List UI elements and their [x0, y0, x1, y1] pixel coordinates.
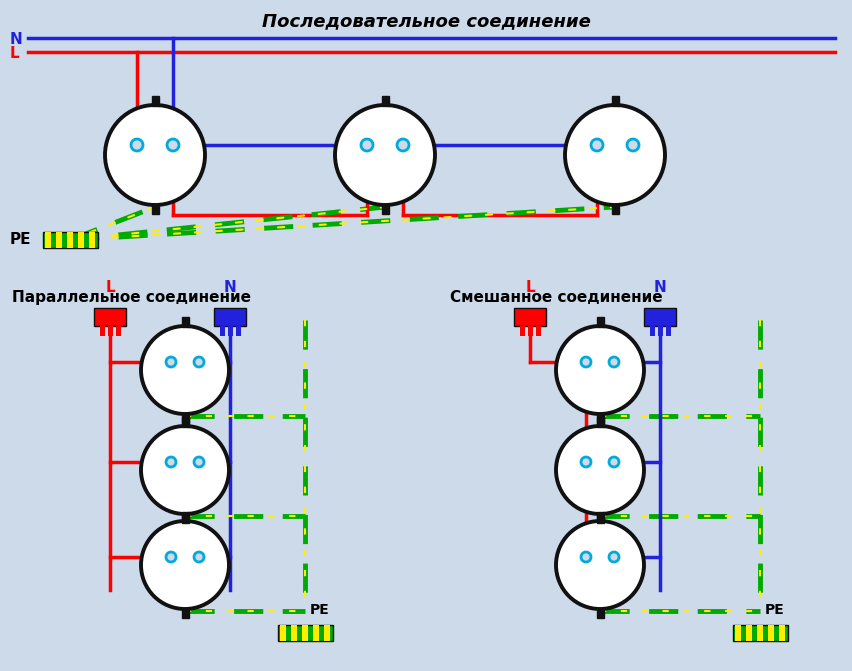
- Bar: [100, 326, 105, 336]
- Bar: [181, 317, 188, 327]
- Circle shape: [131, 139, 143, 151]
- Bar: [43, 232, 97, 248]
- Text: N: N: [223, 280, 236, 295]
- Bar: [291, 625, 296, 641]
- Circle shape: [166, 357, 176, 367]
- Circle shape: [556, 426, 644, 514]
- Circle shape: [194, 357, 204, 367]
- Bar: [735, 625, 740, 641]
- Bar: [89, 232, 95, 248]
- Bar: [757, 625, 763, 641]
- Bar: [94, 308, 126, 326]
- Text: L: L: [105, 280, 115, 295]
- Circle shape: [141, 426, 229, 514]
- Text: Параллельное соединение: Параллельное соединение: [12, 290, 251, 305]
- Bar: [527, 326, 532, 336]
- Bar: [325, 625, 330, 641]
- Circle shape: [335, 105, 435, 205]
- Bar: [302, 625, 308, 641]
- Text: PE: PE: [310, 603, 330, 617]
- Text: Смешанное соединение: Смешанное соединение: [450, 290, 663, 305]
- Circle shape: [581, 357, 591, 367]
- Bar: [520, 326, 525, 336]
- Text: N: N: [653, 280, 666, 295]
- Bar: [220, 326, 224, 336]
- Bar: [214, 308, 246, 326]
- Bar: [45, 232, 51, 248]
- Bar: [733, 625, 787, 641]
- Circle shape: [105, 105, 205, 205]
- Bar: [314, 625, 319, 641]
- Text: L: L: [525, 280, 535, 295]
- Bar: [152, 96, 158, 106]
- Circle shape: [627, 139, 639, 151]
- Bar: [107, 326, 112, 336]
- Circle shape: [581, 552, 591, 562]
- Bar: [612, 204, 619, 214]
- Bar: [152, 204, 158, 214]
- Bar: [278, 625, 332, 641]
- Circle shape: [166, 457, 176, 467]
- Circle shape: [609, 552, 619, 562]
- Bar: [382, 204, 389, 214]
- Bar: [67, 232, 72, 248]
- Bar: [181, 512, 188, 522]
- Circle shape: [194, 552, 204, 562]
- Circle shape: [194, 457, 204, 467]
- Bar: [658, 326, 663, 336]
- Circle shape: [591, 139, 603, 151]
- Bar: [116, 326, 120, 336]
- Circle shape: [556, 326, 644, 414]
- Bar: [644, 308, 676, 326]
- Circle shape: [361, 139, 373, 151]
- Circle shape: [166, 552, 176, 562]
- Bar: [181, 608, 188, 618]
- Circle shape: [581, 457, 591, 467]
- Circle shape: [397, 139, 409, 151]
- Bar: [596, 608, 603, 618]
- Bar: [514, 308, 546, 326]
- Text: N: N: [10, 32, 23, 48]
- Bar: [649, 326, 654, 336]
- Bar: [78, 232, 83, 248]
- Circle shape: [609, 457, 619, 467]
- Bar: [181, 417, 188, 427]
- Text: Последовательное соединение: Последовательное соединение: [262, 12, 590, 30]
- Bar: [181, 413, 188, 423]
- Bar: [665, 326, 671, 336]
- Bar: [181, 513, 188, 523]
- Bar: [596, 417, 603, 427]
- Text: PE: PE: [10, 232, 32, 248]
- Circle shape: [556, 521, 644, 609]
- Bar: [596, 317, 603, 327]
- Bar: [280, 625, 285, 641]
- Bar: [746, 625, 751, 641]
- Bar: [780, 625, 785, 641]
- Circle shape: [141, 521, 229, 609]
- Bar: [596, 512, 603, 522]
- Bar: [612, 96, 619, 106]
- Bar: [382, 96, 389, 106]
- Bar: [227, 326, 233, 336]
- Text: L: L: [10, 46, 20, 62]
- Circle shape: [167, 139, 179, 151]
- Bar: [536, 326, 540, 336]
- Bar: [596, 413, 603, 423]
- Text: PE: PE: [765, 603, 785, 617]
- Bar: [235, 326, 240, 336]
- Circle shape: [609, 357, 619, 367]
- Bar: [769, 625, 774, 641]
- Bar: [56, 232, 61, 248]
- Circle shape: [565, 105, 665, 205]
- Circle shape: [141, 326, 229, 414]
- Bar: [596, 513, 603, 523]
